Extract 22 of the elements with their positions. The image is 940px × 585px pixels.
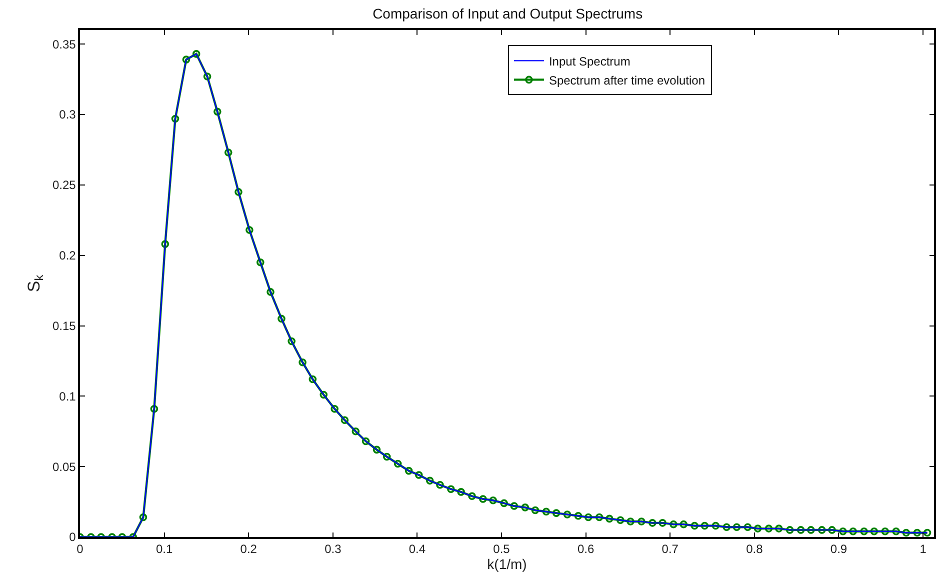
y-tick-label: 0.1 [59,389,76,404]
legend-label: Input Spectrum [548,54,630,68]
y-tick-label: 0.05 [52,460,76,474]
x-tick-label: 0.2 [240,542,258,556]
y-tick-label: 0.15 [52,318,76,333]
y-tick-label: 0.25 [52,178,76,192]
x-tick-label: 0.4 [408,542,426,556]
y-tick-label: 0 [69,530,76,544]
x-tick-label: 0.3 [324,542,342,556]
x-tick-label: 1 [920,542,927,556]
legend-label: Spectrum after time evolution [548,73,706,88]
x-tick-label: 0.1 [156,542,173,556]
x-axis-title: k(1/m) [487,556,527,572]
x-tick-label: 0.5 [493,542,510,556]
x-tick-label: 0.8 [746,542,764,556]
x-tick-label: 0.6 [577,542,594,556]
y-tick-label: 0.35 [52,37,76,52]
y-tick-label: 0.2 [59,248,76,263]
y-tick-label: 0.3 [59,108,76,122]
chart-title: Comparison of Input and Output Spectrums [372,6,643,22]
x-tick-label: 0.9 [830,542,848,556]
x-tick-label: 0.7 [662,542,679,556]
